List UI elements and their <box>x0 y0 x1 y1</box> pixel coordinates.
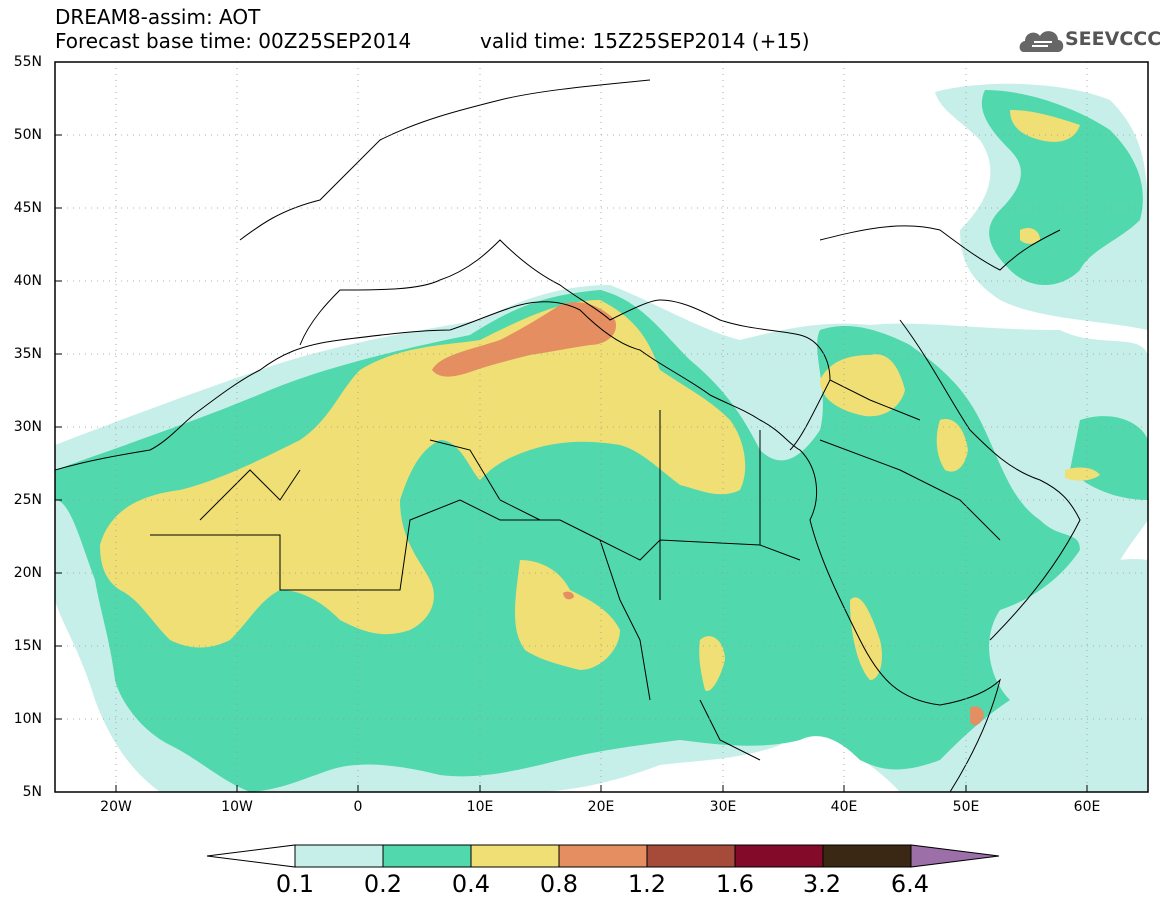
lon-label-60e: 60E <box>1073 799 1101 815</box>
colorbar-swatch <box>646 844 736 868</box>
forecast-base-time: Forecast base time: 00Z25SEP2014 <box>55 29 412 53</box>
colorbar <box>206 844 1000 868</box>
lat-label-30n: 30N <box>13 419 42 435</box>
lon-label-20e: 20E <box>587 799 615 815</box>
valid-time: valid time: 15Z25SEP2014 (+15) <box>480 29 810 53</box>
lat-label-40n: 40N <box>13 273 42 289</box>
lon-label-10e: 10E <box>466 799 494 815</box>
colorbar-swatch <box>822 844 912 868</box>
colorbar-under-arrow <box>206 844 296 868</box>
lon-label-10w: 10W <box>221 799 253 815</box>
logo-text: SEEVCCC <box>1065 28 1162 50</box>
colorbar-label: 0.1 <box>275 870 315 898</box>
colorbar-label: 1.2 <box>627 870 667 898</box>
colorbar-label: 0.8 <box>539 870 579 898</box>
lat-label-50n: 50N <box>13 127 42 143</box>
lat-label-25n: 25N <box>13 492 42 508</box>
aot-band-0-8 <box>432 302 984 726</box>
colorbar-swatch <box>558 844 648 868</box>
colorbar-swatch <box>294 844 384 868</box>
lat-label-15n: 15N <box>13 638 42 654</box>
axis-ticks <box>55 61 1088 792</box>
lat-label-45n: 45N <box>13 200 42 216</box>
colorbar-label: 3.2 <box>802 870 842 898</box>
lon-label-0: 0 <box>353 799 363 815</box>
colorbar-label: 0.4 <box>451 870 491 898</box>
colorbar-label: 1.6 <box>715 870 755 898</box>
lon-label-20w: 20W <box>100 799 132 815</box>
chart-title: DREAM8-assim: AOT <box>55 5 261 29</box>
lon-label-40e: 40E <box>830 799 858 815</box>
colorbar-over-arrow <box>910 844 1000 868</box>
lat-label-35n: 35N <box>13 346 42 362</box>
lon-label-30e: 30E <box>709 799 737 815</box>
lon-label-50e: 50E <box>952 799 980 815</box>
lat-label-5n: 5N <box>22 784 42 800</box>
aot-band-0-4 <box>100 110 1100 691</box>
cloud-logo-icon <box>1019 31 1064 52</box>
lat-label-10n: 10N <box>13 711 42 727</box>
coastlines <box>55 79 1081 792</box>
graticule <box>55 62 1148 792</box>
lat-label-20n: 20N <box>13 565 42 581</box>
colorbar-swatch <box>470 844 560 868</box>
colorbar-label: 6.4 <box>890 870 930 898</box>
lat-label-55n: 55N <box>13 54 42 70</box>
colorbar-swatch <box>734 844 824 868</box>
colorbar-swatch <box>382 844 472 868</box>
colorbar-label: 0.2 <box>363 870 403 898</box>
